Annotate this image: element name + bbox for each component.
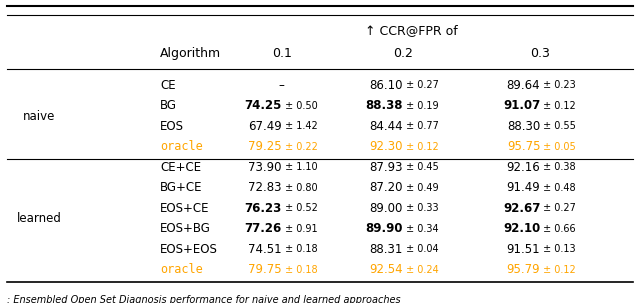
Text: ± 0.04: ± 0.04 bbox=[403, 244, 438, 254]
Text: 74.51: 74.51 bbox=[248, 243, 282, 256]
Text: learned: learned bbox=[17, 212, 61, 225]
Text: 79.75: 79.75 bbox=[248, 263, 282, 276]
Text: EOS+BG: EOS+BG bbox=[161, 222, 211, 235]
Text: 67.49: 67.49 bbox=[248, 120, 282, 133]
Text: ± 0.23: ± 0.23 bbox=[540, 80, 576, 90]
Text: 91.07: 91.07 bbox=[503, 99, 540, 112]
Text: ± 0.27: ± 0.27 bbox=[540, 203, 576, 213]
Text: ± 0.05: ± 0.05 bbox=[540, 142, 576, 152]
Text: EOS: EOS bbox=[161, 120, 184, 133]
Text: ± 0.33: ± 0.33 bbox=[403, 203, 438, 213]
Text: 95.79: 95.79 bbox=[507, 263, 540, 276]
Text: 76.23: 76.23 bbox=[244, 202, 282, 215]
Text: ± 0.55: ± 0.55 bbox=[540, 122, 576, 132]
Text: 0.1: 0.1 bbox=[272, 47, 292, 60]
Text: ± 0.24: ± 0.24 bbox=[403, 265, 439, 275]
Text: ↑ CCR@FPR of: ↑ CCR@FPR of bbox=[365, 24, 458, 37]
Text: 87.93: 87.93 bbox=[369, 161, 403, 174]
Text: 88.38: 88.38 bbox=[365, 99, 403, 112]
Text: BG: BG bbox=[161, 99, 177, 112]
Text: ± 0.48: ± 0.48 bbox=[540, 183, 576, 193]
Text: ± 0.34: ± 0.34 bbox=[403, 224, 438, 234]
Text: 92.10: 92.10 bbox=[503, 222, 540, 235]
Text: ± 0.19: ± 0.19 bbox=[403, 101, 438, 111]
Text: ± 0.80: ± 0.80 bbox=[282, 183, 317, 193]
Text: ± 0.49: ± 0.49 bbox=[403, 183, 438, 193]
Text: 91.49: 91.49 bbox=[507, 181, 540, 194]
Text: 72.83: 72.83 bbox=[248, 181, 282, 194]
Text: 92.16: 92.16 bbox=[507, 161, 540, 174]
Text: 86.10: 86.10 bbox=[369, 79, 403, 92]
Text: 92.30: 92.30 bbox=[369, 140, 403, 153]
Text: 88.31: 88.31 bbox=[370, 243, 403, 256]
Text: ± 0.12: ± 0.12 bbox=[540, 265, 576, 275]
Text: 95.75: 95.75 bbox=[507, 140, 540, 153]
Text: 0.3: 0.3 bbox=[531, 47, 550, 60]
Text: ± 0.91: ± 0.91 bbox=[282, 224, 317, 234]
Text: Algorithm: Algorithm bbox=[161, 47, 221, 60]
Text: ± 0.18: ± 0.18 bbox=[282, 244, 317, 254]
Text: 87.20: 87.20 bbox=[369, 181, 403, 194]
Text: ± 0.22: ± 0.22 bbox=[282, 142, 317, 152]
Text: EOS+EOS: EOS+EOS bbox=[161, 243, 218, 256]
Text: ± 0.12: ± 0.12 bbox=[403, 142, 439, 152]
Text: 89.00: 89.00 bbox=[370, 202, 403, 215]
Text: ± 0.66: ± 0.66 bbox=[540, 224, 576, 234]
Text: 89.90: 89.90 bbox=[365, 222, 403, 235]
Text: ± 0.38: ± 0.38 bbox=[540, 162, 576, 172]
Text: EOS+CE: EOS+CE bbox=[161, 202, 210, 215]
Text: ± 0.27: ± 0.27 bbox=[403, 80, 439, 90]
Text: CE+CE: CE+CE bbox=[161, 161, 202, 174]
Text: ± 0.18: ± 0.18 bbox=[282, 265, 317, 275]
Text: 89.64: 89.64 bbox=[507, 79, 540, 92]
Text: 0.2: 0.2 bbox=[393, 47, 413, 60]
Text: ± 0.12: ± 0.12 bbox=[540, 101, 576, 111]
Text: CE: CE bbox=[161, 79, 176, 92]
Text: ± 0.13: ± 0.13 bbox=[540, 244, 576, 254]
Text: ± 0.52: ± 0.52 bbox=[282, 203, 317, 213]
Text: : Ensembled Open Set Diagnosis performance for naive and learned approaches: : Ensembled Open Set Diagnosis performan… bbox=[7, 295, 401, 303]
Text: 92.67: 92.67 bbox=[503, 202, 540, 215]
Text: 73.90: 73.90 bbox=[248, 161, 282, 174]
Text: ± 1.42: ± 1.42 bbox=[282, 122, 317, 132]
Text: 79.25: 79.25 bbox=[248, 140, 282, 153]
Text: oracle: oracle bbox=[161, 140, 203, 153]
Text: ± 1.10: ± 1.10 bbox=[282, 162, 317, 172]
Text: ± 0.50: ± 0.50 bbox=[282, 101, 317, 111]
Text: 74.25: 74.25 bbox=[244, 99, 282, 112]
Text: 92.54: 92.54 bbox=[369, 263, 403, 276]
Text: 88.30: 88.30 bbox=[507, 120, 540, 133]
Text: ± 0.45: ± 0.45 bbox=[403, 162, 439, 172]
Text: –: – bbox=[279, 79, 285, 92]
Text: naive: naive bbox=[23, 110, 55, 123]
Text: 91.51: 91.51 bbox=[507, 243, 540, 256]
Text: 77.26: 77.26 bbox=[244, 222, 282, 235]
Text: 84.44: 84.44 bbox=[369, 120, 403, 133]
Text: ± 0.77: ± 0.77 bbox=[403, 122, 439, 132]
Text: oracle: oracle bbox=[161, 263, 203, 276]
Text: BG+CE: BG+CE bbox=[161, 181, 203, 194]
